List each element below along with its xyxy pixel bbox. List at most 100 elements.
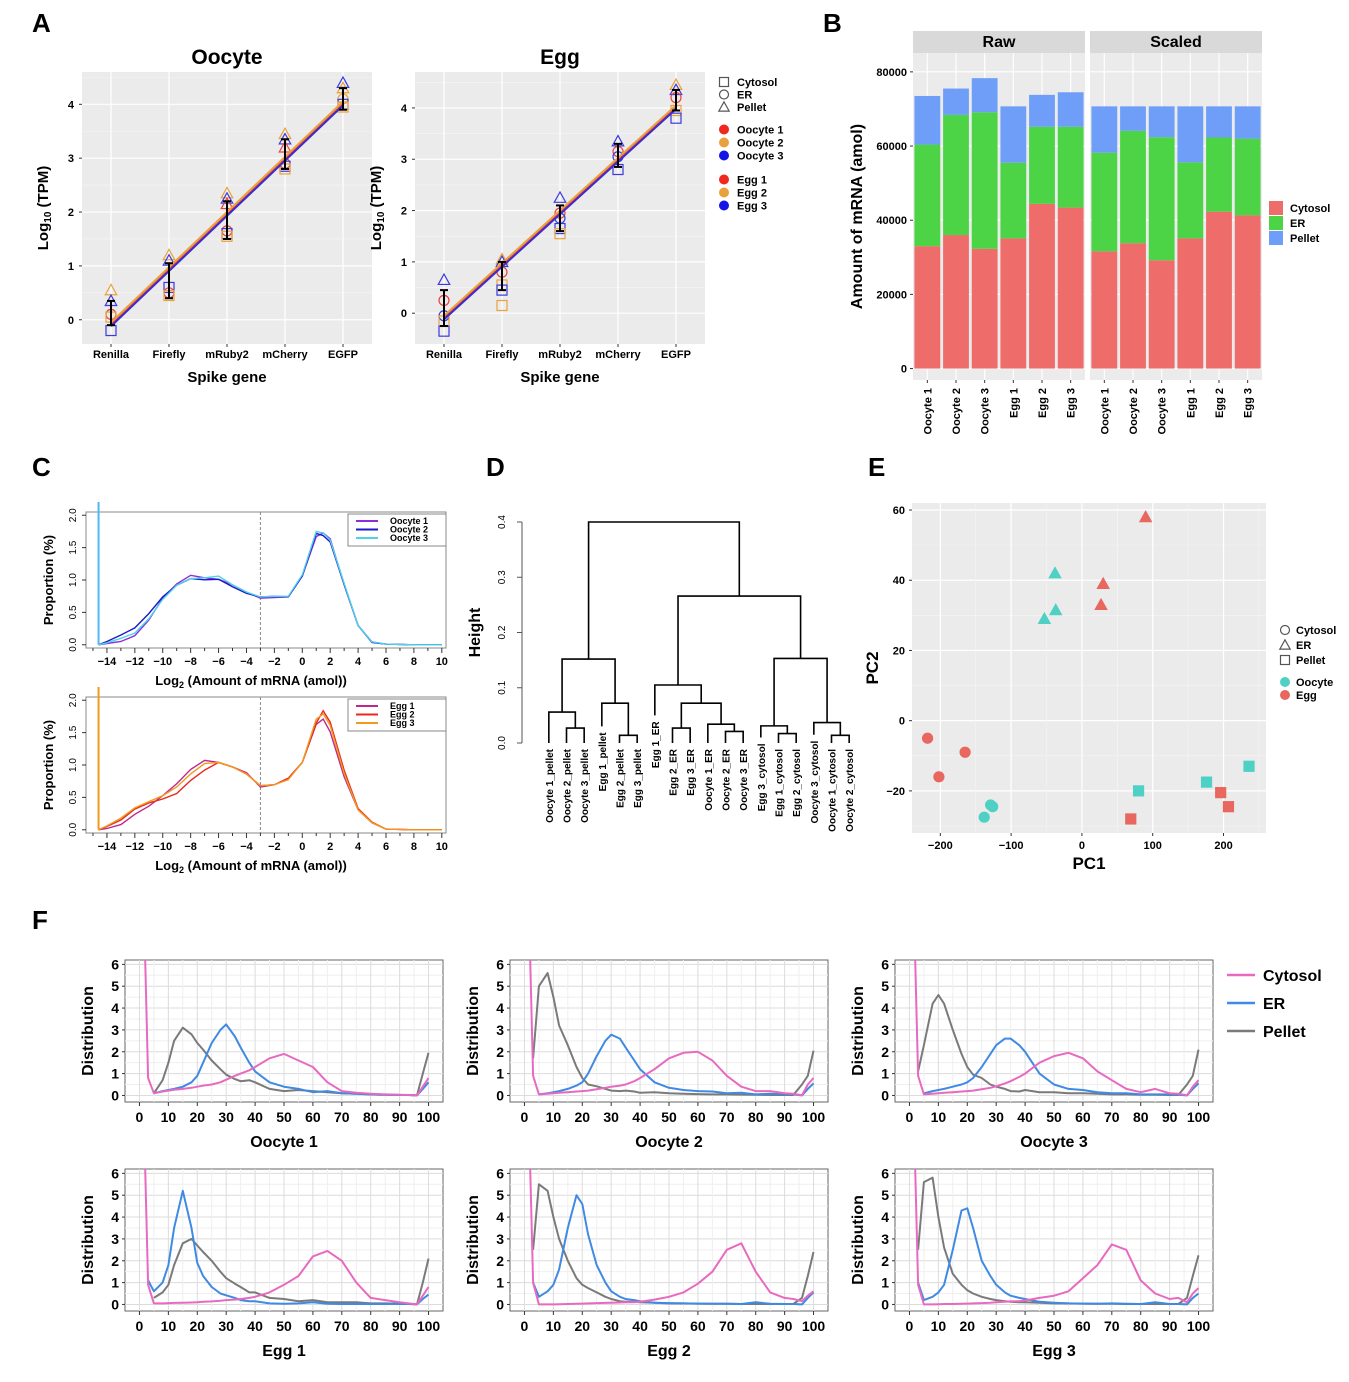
legend-key — [1269, 216, 1283, 230]
leaf-label: Oocyte 1_ER — [704, 748, 715, 810]
legend-label: Egg 2 — [390, 710, 415, 720]
y-axis-title: Distribution — [465, 986, 482, 1076]
legend-key — [1269, 231, 1283, 245]
point-circle — [987, 801, 999, 813]
bar-er — [943, 114, 969, 236]
point-triangle — [553, 190, 567, 203]
x-tick-label: Oocyte 3 — [1157, 388, 1169, 434]
point-triangle — [1048, 566, 1062, 579]
y-tick-label: 2 — [111, 1044, 119, 1060]
bar-cytosol — [1177, 238, 1204, 369]
x-tick-label: 0 — [521, 1318, 529, 1334]
legend-label: Oocyte 1 — [737, 125, 783, 137]
series-line-er — [147, 1189, 430, 1306]
leaf-label: Egg 3_ER — [686, 748, 697, 795]
y-tick-label: 2.0 — [68, 693, 79, 707]
y-tick-label: 0.5 — [68, 790, 79, 804]
y-tick-label: 2.0 — [68, 508, 79, 522]
bar-er — [1057, 126, 1084, 208]
dendrogram-branch — [760, 725, 789, 738]
chart-title: Oocyte — [191, 46, 262, 69]
x-tick-label: 8 — [411, 656, 417, 668]
legend-shape-pellet — [1279, 654, 1291, 666]
x-tick-label: Oocyte 1 — [1099, 388, 1111, 434]
x-tick-label: 0 — [906, 1109, 914, 1125]
dendrogram-branch — [601, 702, 630, 736]
x-tick-label: 30 — [603, 1318, 619, 1334]
x-tick-label: 100 — [417, 1318, 441, 1334]
x-tick-label: 20 — [959, 1318, 975, 1334]
series-line-cytosol — [914, 1168, 1200, 1306]
bar-cytosol — [1091, 251, 1118, 369]
dendrogram-branch — [724, 730, 744, 743]
dendrogram-branch — [777, 732, 797, 743]
legend-label: Egg — [1296, 690, 1317, 702]
x-tick-label: 8 — [411, 841, 417, 853]
y-tick-label: 6 — [496, 956, 504, 972]
x-tick-label: 50 — [1046, 1318, 1062, 1334]
x-tick-label: 40 — [632, 1318, 648, 1334]
y-tick-label: 1.0 — [68, 573, 79, 587]
x-tick-label: 100 — [1144, 840, 1162, 852]
x-tick-label: 40 — [247, 1109, 263, 1125]
leaf-label: Oocyte 1_pellet — [545, 748, 556, 823]
series-line-pellet — [917, 1176, 1200, 1305]
x-tick-label: 80 — [1133, 1109, 1149, 1125]
leaf-label: Egg 1_ER — [651, 721, 662, 768]
legend-label: Egg 1 — [737, 175, 767, 187]
bar-er — [1000, 162, 1027, 239]
x-tick-label: Oocyte 3 — [980, 388, 992, 434]
legend-label: Cytosol — [1296, 625, 1336, 637]
bar-er — [1120, 130, 1146, 244]
point-square — [1222, 801, 1235, 813]
dendrogram-branch — [813, 721, 842, 736]
x-tick-label: 10 — [436, 841, 448, 853]
x-tick-label: 40 — [1017, 1318, 1033, 1334]
point-triangle — [437, 272, 451, 286]
y-tick-label: 0 — [496, 1087, 504, 1103]
legend-a — [717, 76, 731, 211]
legend-shape-er — [718, 89, 730, 100]
y-axis-title: Distribution — [465, 1195, 482, 1285]
legend-label: Oocyte 2 — [737, 138, 783, 150]
x-tick-label: Egg 2 — [1037, 388, 1049, 418]
bar-er — [1091, 152, 1118, 252]
dendrogram-branch — [654, 684, 703, 716]
chart-F-oocyte-2 — [507, 959, 829, 1106]
y-axis-title: Distribution — [80, 986, 97, 1076]
legend-key — [1269, 201, 1283, 215]
legend-label: Oocyte 1 — [390, 516, 428, 526]
x-tick-label: EGFP — [661, 349, 691, 361]
x-tick-label: 10 — [436, 656, 448, 668]
x-tick-label: 30 — [603, 1109, 619, 1125]
point-triangle — [1037, 611, 1052, 625]
leaf-label: Oocyte 2_cytosol — [845, 749, 856, 832]
x-tick-label: 60 — [690, 1109, 706, 1125]
x-tick-label: Egg 1 — [1008, 388, 1020, 418]
facet-title: Raw — [983, 34, 1016, 51]
y-tick-label: 0 — [881, 1087, 889, 1103]
legend-key — [719, 137, 729, 148]
dendrogram-branch — [773, 657, 828, 726]
x-tick-label: 80 — [1133, 1318, 1149, 1334]
y-tick-label: 0.4 — [497, 515, 508, 529]
bar-pellet — [943, 88, 969, 115]
point-triangle — [162, 248, 176, 261]
panel-label-e: E — [868, 452, 886, 482]
legend-key — [719, 187, 729, 198]
leaf-label: Oocyte 3_ER — [739, 748, 750, 810]
subplot-title: Oocyte 1 — [250, 1134, 318, 1151]
x-tick-label: 20 — [959, 1109, 975, 1125]
point-triangle — [1048, 603, 1063, 616]
y-tick-label: −20 — [886, 786, 905, 798]
x-tick-label: 6 — [383, 841, 389, 853]
bar-cytosol — [1057, 207, 1084, 369]
x-tick-label: 10 — [546, 1109, 562, 1125]
y-axis-title: Amount of mRNA (amol) — [849, 124, 866, 309]
leaf-label: Egg 3_cytosol — [757, 743, 768, 811]
bar-cytosol — [1000, 238, 1027, 369]
legend-label: Egg 1 — [390, 701, 415, 711]
series-line — [98, 712, 442, 831]
bar-pellet — [1091, 106, 1118, 153]
x-tick-label: 10 — [546, 1318, 562, 1334]
